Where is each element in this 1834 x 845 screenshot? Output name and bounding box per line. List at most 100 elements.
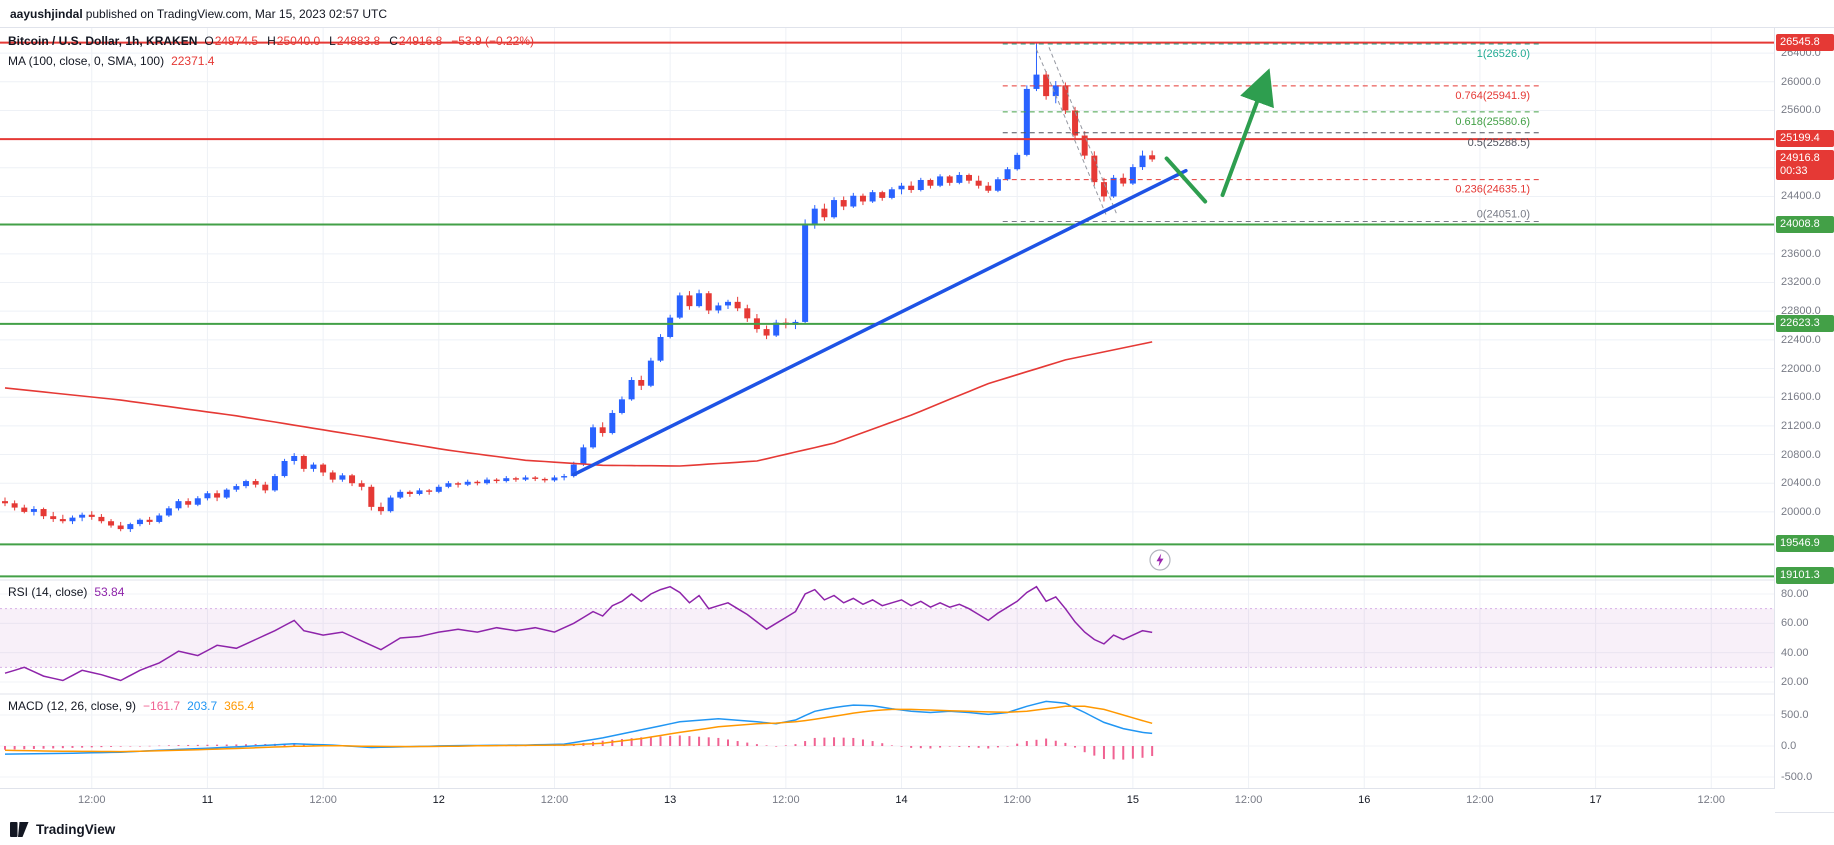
time-tick-label: 12:00	[309, 794, 337, 806]
candle	[821, 208, 828, 218]
candle	[1004, 169, 1011, 180]
price-tag: 19101.3	[1776, 567, 1834, 585]
chart-canvas[interactable]: 1(26526.0) 0.764(25941.9) 0.618(25580.6) 0.…	[0, 28, 1775, 788]
time-tick-label: 14	[895, 794, 908, 806]
candle	[725, 301, 731, 306]
candle	[1129, 167, 1136, 184]
candle	[927, 179, 934, 186]
price-tag: 22623.3	[1776, 314, 1834, 332]
candle	[320, 464, 327, 473]
macd-label: MACD (12, 26, close, 9)	[8, 699, 137, 713]
time-tick-label: 12:00	[1466, 794, 1494, 806]
candle	[512, 478, 519, 480]
candle	[291, 455, 298, 461]
candle	[561, 476, 568, 478]
candle	[455, 483, 462, 485]
candle	[898, 185, 905, 190]
axis-tick-label: 22400.0	[1781, 333, 1821, 346]
candlestick-series	[2, 42, 1156, 532]
axis-tick-label: 20800.0	[1781, 448, 1821, 461]
ma-legend[interactable]: MA (100, close, 0, SMA, 100) 22371.4	[8, 54, 214, 69]
candle	[300, 455, 307, 469]
candle	[358, 483, 365, 487]
footer-bar: TradingView	[0, 812, 1834, 845]
rsi-line	[4, 585, 1153, 682]
time-axis[interactable]: 12:00 11 12:00 12 12:00 13 12:00 14 12:00 15 12:00…	[0, 788, 1775, 813]
axis-tick-label: 25600.0	[1781, 104, 1821, 117]
ma-100-line	[4, 341, 1153, 467]
grid	[0, 28, 1775, 788]
candle	[406, 491, 413, 494]
candle	[281, 460, 288, 477]
attribution-username: aayushjindal	[10, 6, 83, 21]
time-tick-label: 12:00	[1234, 794, 1263, 806]
candle	[377, 506, 384, 512]
axis-tick-label: 21200.0	[1781, 419, 1821, 432]
symbol-legend[interactable]: Bitcoin / U.S. Dollar, 1h, KRAKEN O24974…	[8, 34, 534, 49]
candle	[908, 185, 915, 191]
price-tag: 24008.8	[1776, 215, 1834, 233]
candle	[686, 295, 693, 307]
ma-label: MA (100, close, 0, SMA, 100)	[8, 54, 165, 68]
fib-level-label: 0.236(24635.1)	[1455, 184, 1530, 196]
candle	[618, 399, 625, 413]
candle	[869, 192, 876, 202]
candle	[638, 379, 645, 386]
candle	[570, 464, 577, 477]
candle	[223, 489, 230, 498]
rsi-legend[interactable]: RSI (14, close) 53.84	[8, 585, 124, 600]
axis-tick-label: 60.00	[1781, 617, 1809, 630]
candle	[1091, 155, 1098, 183]
candle	[233, 486, 240, 490]
projection-arrow[interactable]	[1220, 68, 1274, 198]
price-axis[interactable]: USD 26400.026000.025600.025200.024800.02…	[1774, 28, 1834, 812]
rsi-label: RSI (14, close)	[8, 585, 88, 599]
candle	[2, 501, 8, 504]
rsi-value: 53.84	[94, 585, 125, 599]
axis-tick-label: 26000.0	[1781, 75, 1821, 88]
candle	[1062, 85, 1069, 111]
price-tag: 26545.8	[1776, 33, 1834, 51]
candle	[599, 427, 606, 434]
lightning-icon	[1149, 549, 1171, 571]
tradingview-logo-icon[interactable]	[10, 821, 29, 838]
candle	[88, 514, 95, 517]
symbol-title: Bitcoin / U.S. Dollar, 1h, KRAKEN	[8, 34, 198, 48]
candle	[1043, 74, 1050, 97]
candle	[175, 501, 182, 509]
candle	[1052, 85, 1059, 97]
candle	[966, 174, 972, 181]
candle	[840, 200, 847, 207]
axis-tick-label: 23200.0	[1781, 276, 1821, 289]
countdown-label: 00:33	[1780, 165, 1808, 178]
candle	[763, 329, 770, 336]
candle	[50, 516, 57, 520]
macd-legend[interactable]: MACD (12, 26, close, 9) −161.7 203.7 365…	[8, 699, 254, 714]
candle	[464, 481, 471, 485]
candle	[30, 509, 37, 512]
candle	[146, 519, 153, 522]
axis-tick-label: 20.00	[1781, 676, 1809, 688]
projection-arrow[interactable]	[1164, 156, 1208, 204]
candle	[1120, 177, 1127, 184]
candle	[426, 490, 433, 492]
time-tick-label: 12:00	[540, 794, 569, 806]
candle	[117, 525, 124, 530]
tradingview-wordmark[interactable]: TradingView	[36, 821, 116, 837]
candle	[590, 427, 597, 448]
candle	[937, 176, 944, 186]
time-tick-label: 11	[201, 794, 214, 806]
chart-area[interactable]: 1(26526.0) 0.764(25941.9) 0.618(25580.6) 0.…	[0, 28, 1834, 813]
candle	[850, 195, 857, 207]
fib-retracement[interactable]: 1(26526.0) 0.764(25941.9) 0.618(25580.6) 0.…	[1002, 43, 1540, 222]
candle	[108, 521, 115, 526]
macd-signal-line	[4, 705, 1153, 753]
ohlc-low: L24883.8	[329, 34, 381, 48]
lightning-boost-button[interactable]	[1149, 549, 1171, 571]
candle	[503, 478, 510, 482]
trendline[interactable]	[572, 168, 1188, 477]
price-tag: 25199.4	[1776, 130, 1834, 148]
axis-tick-label: 0.0	[1781, 740, 1797, 752]
candle	[802, 224, 809, 322]
candle	[541, 478, 548, 481]
